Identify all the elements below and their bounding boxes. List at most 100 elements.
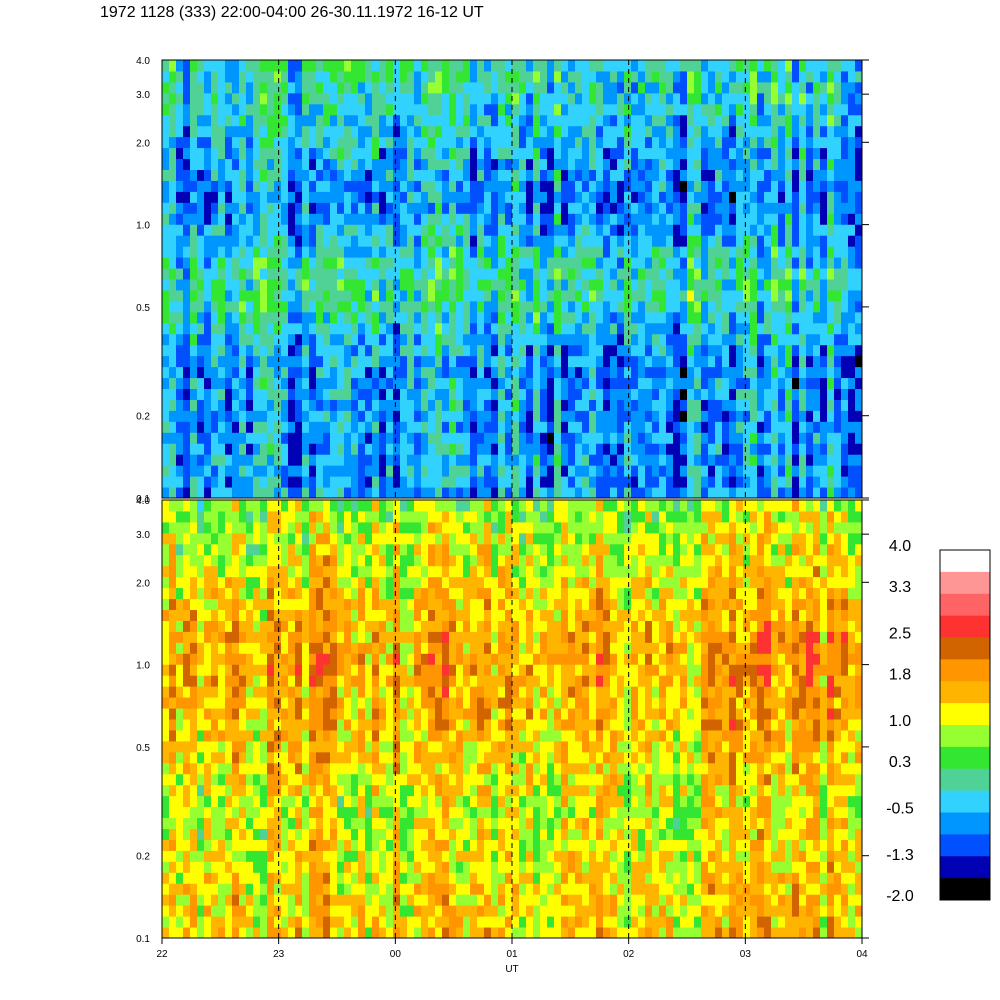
heatmap-cell	[162, 81, 169, 94]
heatmap-cell	[456, 257, 463, 269]
heatmap-cell	[400, 377, 407, 389]
heatmap-cell	[302, 686, 309, 698]
heatmap-cell	[330, 828, 337, 840]
heatmap-cell	[610, 410, 617, 422]
heatmap-cell	[176, 235, 183, 247]
heatmap-cell	[162, 268, 169, 280]
heatmap-cell	[379, 70, 386, 83]
heatmap-cell	[351, 147, 358, 160]
heatmap-cell	[204, 532, 211, 545]
heatmap-cell	[449, 279, 456, 291]
heatmap-cell	[659, 81, 666, 94]
heatmap-cell	[603, 344, 610, 357]
heatmap-cell	[540, 311, 547, 324]
heatmap-cell	[736, 279, 743, 291]
heatmap-cell	[848, 410, 855, 422]
heatmap-cell	[659, 476, 666, 488]
heatmap-cell	[274, 828, 281, 840]
heatmap-cell	[288, 653, 295, 665]
heatmap-cell	[176, 598, 183, 610]
heatmap-cell	[624, 300, 631, 313]
heatmap-cell	[757, 103, 764, 116]
heatmap-cell	[246, 905, 253, 917]
heatmap-cell	[162, 366, 169, 379]
heatmap-cell	[309, 543, 316, 556]
heatmap-cell	[827, 454, 834, 466]
heatmap-cell	[638, 246, 645, 258]
heatmap-cell	[680, 421, 687, 433]
heatmap-cell	[694, 60, 701, 72]
heatmap-cell	[281, 103, 288, 116]
heatmap-cell	[729, 169, 736, 181]
heatmap-cell	[274, 114, 281, 127]
heatmap-cell	[491, 191, 498, 203]
heatmap-cell	[309, 653, 316, 665]
heatmap-cell	[813, 399, 820, 411]
heatmap-cell	[449, 333, 456, 346]
heatmap-cell	[820, 322, 827, 335]
heatmap-cell	[323, 70, 330, 83]
heatmap-cell	[316, 817, 323, 829]
heatmap-cell	[204, 224, 211, 236]
heatmap-cell	[211, 500, 218, 512]
heatmap-cell	[162, 708, 169, 720]
heatmap-cell	[827, 421, 834, 433]
heatmap-cell	[351, 289, 358, 302]
heatmap-cell	[176, 729, 183, 742]
heatmap-cell	[379, 476, 386, 488]
heatmap-cell	[351, 60, 358, 72]
heatmap-cell	[190, 311, 197, 324]
heatmap-cell	[358, 103, 365, 116]
heatmap-cell	[540, 322, 547, 335]
heatmap-cell	[568, 169, 575, 181]
heatmap-cell	[204, 751, 211, 764]
heatmap-cell	[309, 729, 316, 742]
heatmap-cell	[624, 410, 631, 422]
heatmap-cell	[456, 476, 463, 488]
heatmap-cell	[505, 92, 512, 105]
heatmap-cell	[603, 399, 610, 411]
heatmap-cell	[596, 300, 603, 313]
heatmap-cell	[302, 147, 309, 160]
heatmap-cell	[323, 454, 330, 466]
heatmap-cell	[183, 609, 190, 621]
heatmap-cell	[232, 366, 239, 379]
heatmap-cell	[365, 388, 372, 400]
heatmap-cell	[379, 81, 386, 94]
heatmap-cell	[225, 806, 232, 819]
heatmap-cell	[302, 565, 309, 578]
heatmap-cell	[813, 169, 820, 181]
heatmap-cell	[582, 147, 589, 160]
heatmap-cell	[484, 311, 491, 324]
heatmap-cell	[330, 191, 337, 203]
heatmap-cell	[575, 224, 582, 236]
heatmap-cell	[631, 235, 638, 247]
heatmap-cell	[652, 344, 659, 357]
heatmap-cell	[519, 311, 526, 324]
heatmap-cell	[554, 257, 561, 269]
heatmap-cell	[274, 565, 281, 578]
heatmap-cell	[323, 377, 330, 389]
heatmap-cell	[715, 158, 722, 170]
heatmap-cell	[596, 289, 603, 302]
heatmap-cell	[701, 279, 708, 291]
heatmap-cell	[463, 246, 470, 258]
heatmap-cell	[603, 158, 610, 170]
heatmap-cell	[386, 158, 393, 170]
heatmap-cell	[785, 322, 792, 335]
heatmap-cell	[169, 784, 176, 797]
heatmap-cell	[302, 620, 309, 632]
heatmap-cell	[274, 675, 281, 687]
heatmap-cell	[442, 487, 449, 499]
heatmap-cell	[834, 147, 841, 160]
heatmap-cell	[491, 443, 498, 455]
heatmap-cell	[813, 355, 820, 368]
heatmap-cell	[204, 675, 211, 687]
heatmap-cell	[743, 268, 750, 280]
heatmap-cell	[274, 421, 281, 433]
heatmap-cell	[197, 719, 204, 731]
heatmap-cell	[820, 279, 827, 291]
heatmap-cell	[603, 322, 610, 335]
heatmap-cell	[309, 366, 316, 379]
heatmap-cell	[218, 620, 225, 632]
